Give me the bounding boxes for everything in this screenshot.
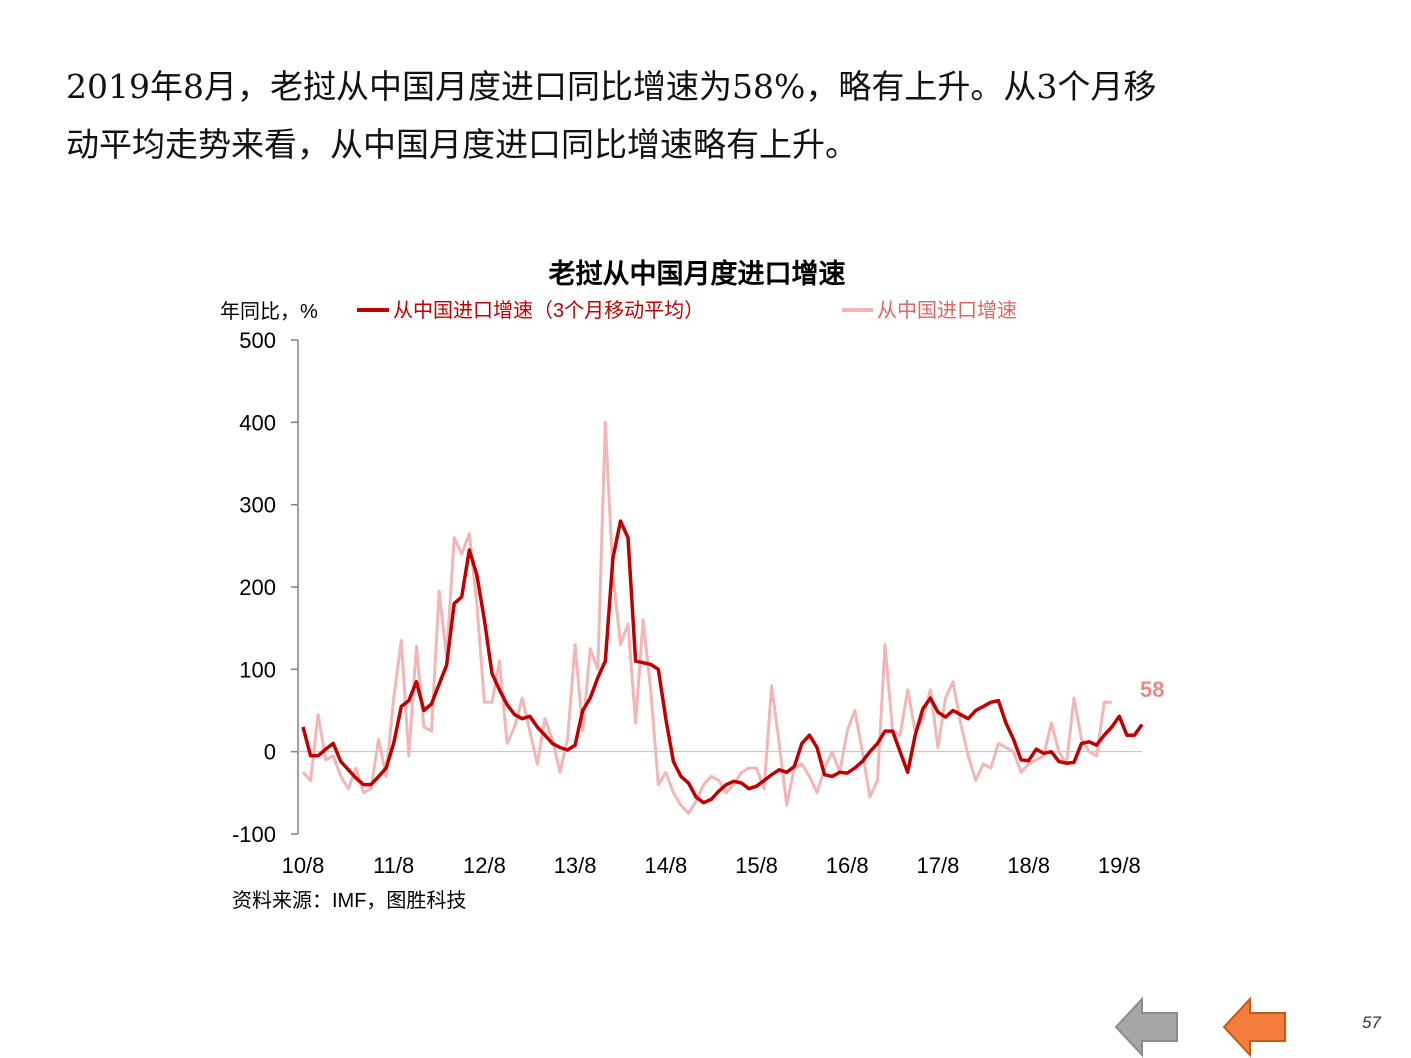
- intro-line-1: 2019年8月，老挝从中国月度进口同比增速为58%，略有上升。从3个月移: [66, 67, 1157, 106]
- left-arrow-icon: [1114, 996, 1178, 1058]
- x-tick-label: 11/8: [373, 853, 414, 878]
- x-tick-label: 19/8: [1098, 853, 1141, 878]
- x-tick-label: 10/8: [282, 853, 325, 878]
- series-line-moving-average: [301, 519, 1144, 805]
- x-tick-label: 13/8: [554, 853, 597, 878]
- x-tick-label: 12/8: [463, 853, 506, 878]
- y-axis-label: 年同比，%: [220, 300, 318, 323]
- x-tick-label: 15/8: [735, 853, 778, 878]
- chart: 老挝从中国月度进口增速 年同比，% 从中国进口增速（3个月移动平均） 从中国进口…: [220, 258, 1164, 912]
- y-tick-label: 400: [239, 410, 276, 435]
- left-arrow-icon: [1222, 996, 1286, 1058]
- source-note: 资料来源：IMF，图胜科技: [232, 889, 466, 912]
- series-lines: [301, 420, 1144, 815]
- x-tick-label: 16/8: [826, 853, 869, 878]
- intro-line-2: 动平均走势来看，从中国月度进口同比增速略有上升。: [66, 125, 858, 164]
- y-tick-label: 500: [239, 328, 276, 353]
- x-tick-label: 18/8: [1007, 853, 1050, 878]
- y-tick-label: 300: [239, 493, 276, 518]
- next-page-button[interactable]: [1222, 996, 1288, 1058]
- y-axis: 500 400 300 200 100 0 -100: [232, 328, 1142, 847]
- y-tick-label: -100: [232, 822, 276, 847]
- prev-page-button[interactable]: [1114, 996, 1180, 1058]
- end-value-label: 58: [1140, 677, 1164, 702]
- legend-label-raw: 从中国进口增速: [877, 299, 1017, 322]
- x-tick-label: 14/8: [644, 853, 687, 878]
- chart-title: 老挝从中国月度进口增速: [549, 258, 846, 289]
- y-tick-label: 100: [239, 657, 276, 682]
- y-tick-label: 0: [264, 740, 276, 765]
- y-tick-label: 200: [239, 575, 276, 600]
- legend-label-ma: 从中国进口增速（3个月移动平均）: [393, 299, 704, 322]
- page-number: 57: [1362, 1013, 1381, 1032]
- x-tick-label: 17/8: [917, 853, 960, 878]
- series-line-monthly: [301, 420, 1112, 815]
- x-axis: 10/8 11/8 12/8 13/8 14/8 15/8 16/8 17/8 18/8 19/8: [282, 853, 1141, 878]
- intro-paragraph: 2019年8月，老挝从中国月度进口同比增速为58%，略有上升。从3个月移 动平均…: [66, 58, 1366, 174]
